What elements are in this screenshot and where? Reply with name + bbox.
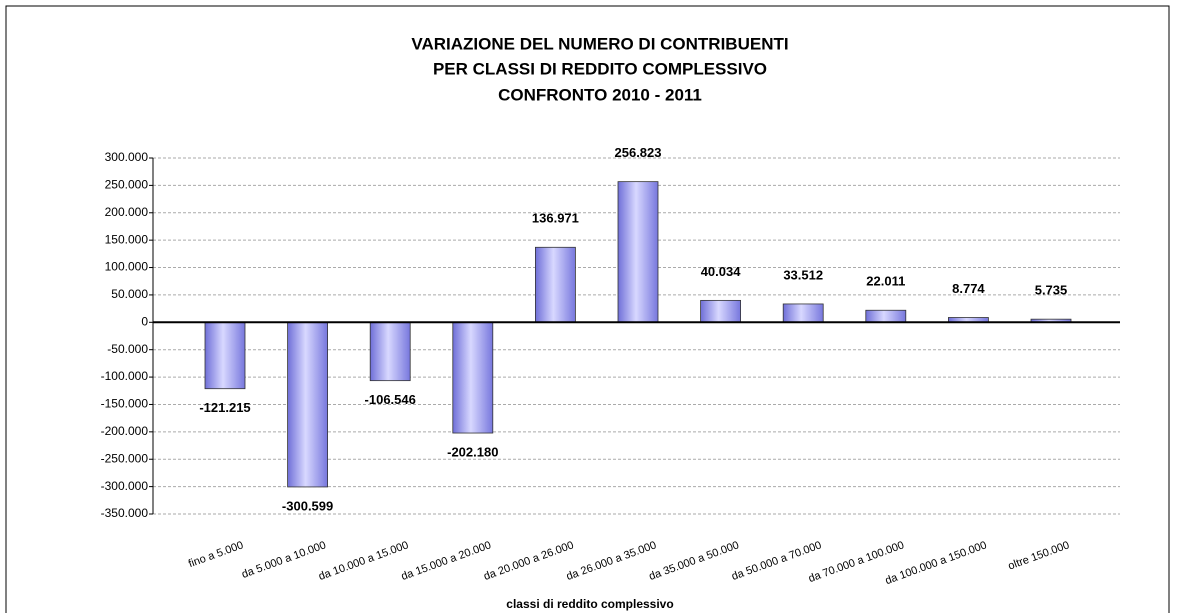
- chart-title: CONFRONTO 2010 - 2011: [498, 85, 702, 104]
- bar: [700, 299, 741, 323]
- bar: [617, 181, 659, 323]
- data-label: -106.546: [365, 392, 416, 407]
- data-label: 8.774: [952, 281, 985, 296]
- chart-title: PER CLASSI DI REDDITO COMPLESSIVO: [433, 59, 767, 78]
- y-tick-label: -50.000: [107, 342, 148, 356]
- x-axis-label: classi di reddito complessivo: [506, 597, 673, 611]
- y-tick-label: 300.000: [105, 150, 149, 164]
- y-tick-label: -200.000: [101, 424, 149, 438]
- data-label: -121.215: [199, 400, 250, 415]
- data-label: -202.180: [447, 444, 498, 459]
- y-tick-label: -250.000: [101, 451, 149, 465]
- y-tick-label: 200.000: [105, 205, 149, 219]
- data-label: 5.735: [1035, 283, 1068, 298]
- bar: [452, 321, 494, 434]
- bar: [865, 309, 907, 323]
- y-tick-label: -350.000: [101, 506, 149, 520]
- data-label: -300.599: [282, 498, 333, 513]
- bar: [287, 321, 329, 488]
- y-tick-label: -100.000: [101, 369, 149, 383]
- y-tick-label: 100.000: [105, 260, 149, 274]
- y-tick-label: 0: [141, 314, 148, 328]
- bar: [782, 303, 824, 323]
- y-tick-label: 150.000: [105, 232, 149, 246]
- data-label: 40.034: [701, 264, 742, 279]
- data-label: 33.512: [783, 267, 823, 282]
- y-tick-label: -300.000: [101, 479, 149, 493]
- bar: [204, 321, 246, 390]
- data-label: 136.971: [532, 211, 579, 226]
- data-label: 256.823: [615, 145, 662, 160]
- bar: [369, 321, 411, 382]
- chart-title: VARIAZIONE DEL NUMERO DI CONTRIBUENTI: [411, 34, 788, 53]
- y-tick-label: 50.000: [111, 287, 148, 301]
- y-tick-label: -150.000: [101, 397, 149, 411]
- bar: [535, 246, 576, 323]
- y-tick-label: 250.000: [105, 178, 149, 192]
- data-label: 22.011: [866, 274, 905, 289]
- chart-frame: [5, 5, 1170, 613]
